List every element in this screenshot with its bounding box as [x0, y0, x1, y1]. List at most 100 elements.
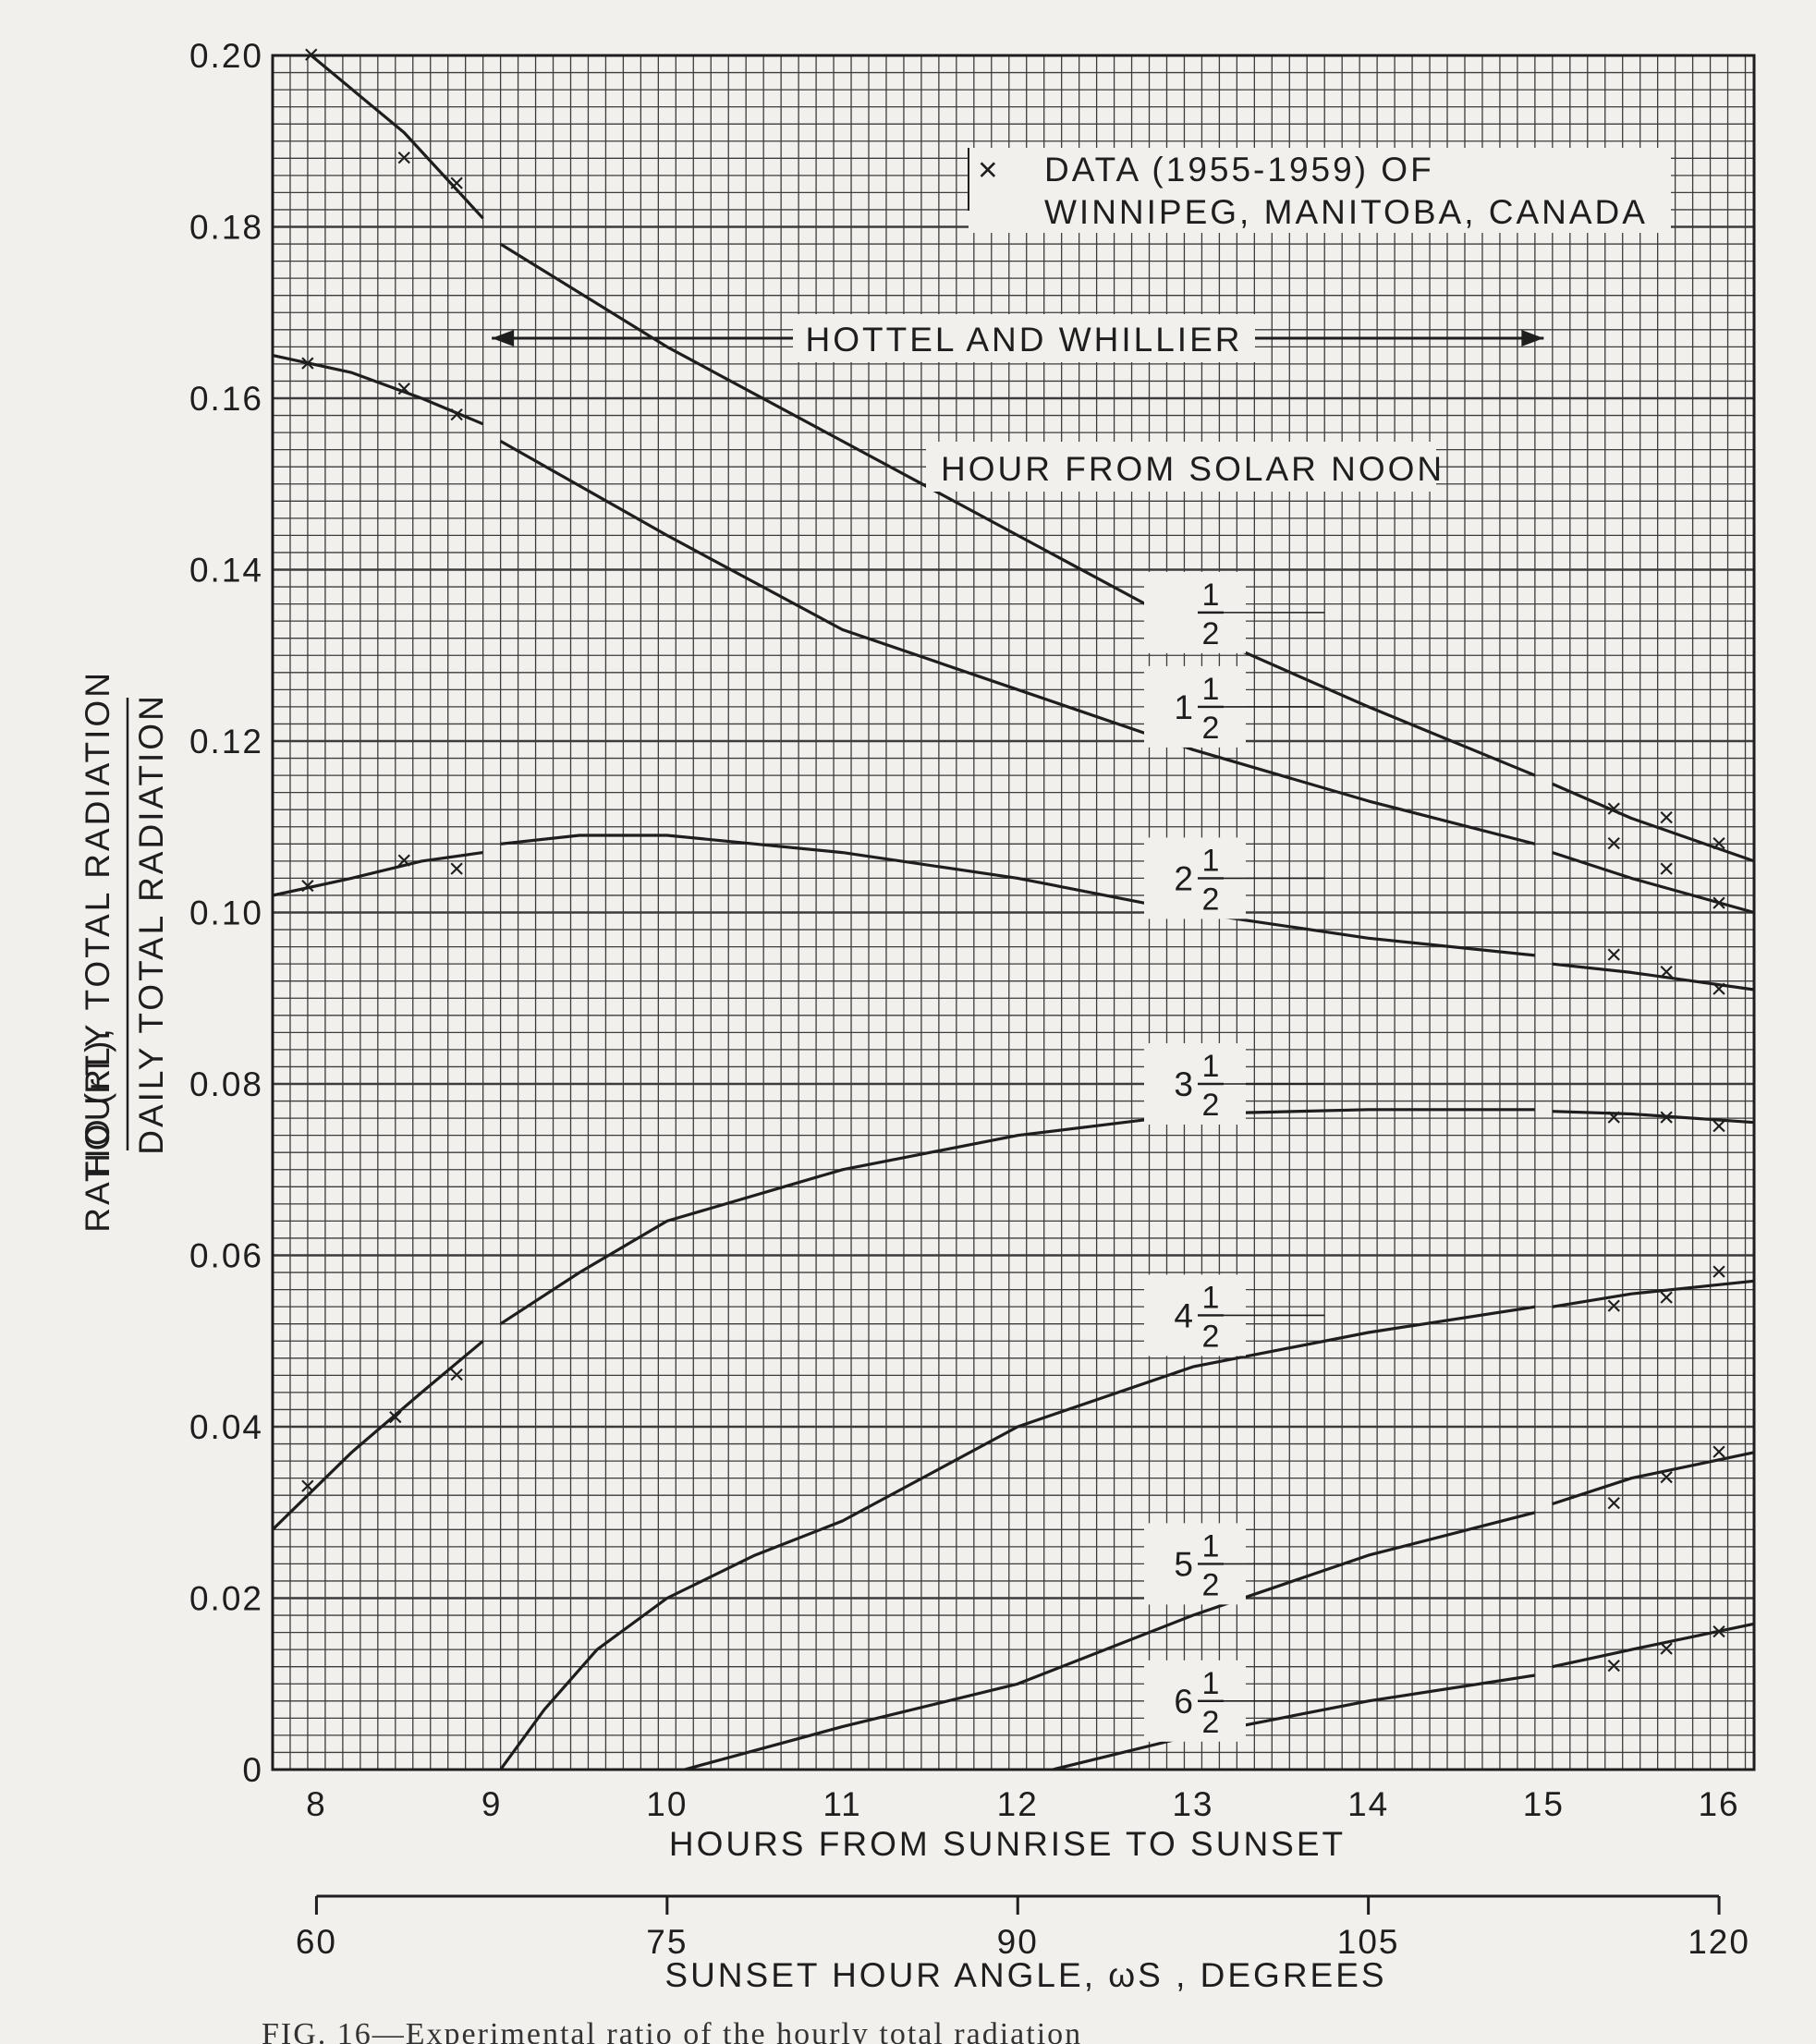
data-point-1-5: ×: [1711, 888, 1727, 919]
y-tick-label: 0.12: [189, 723, 263, 760]
curve-label-whole: 1: [1174, 688, 1196, 726]
data-point-3-1: ×: [387, 1403, 404, 1433]
curve-2-segment-0: [272, 851, 483, 897]
x-tick-label: 13: [1172, 1785, 1213, 1823]
curve-label-denominator: 2: [1202, 616, 1220, 651]
x2-tick-label: 120: [1688, 1923, 1750, 1961]
data-point-6-0: ×: [1605, 1651, 1622, 1682]
data-point-0-4: ×: [1658, 802, 1675, 833]
x-tick-label: 12: [997, 1785, 1039, 1823]
x2-tick-label: 75: [646, 1923, 688, 1961]
curve-label-whole: 2: [1174, 859, 1196, 897]
data-point-2-2: ×: [448, 854, 465, 884]
y-tick-label: 0.14: [189, 552, 263, 590]
y-axis-title: RATIO (rT),: [79, 1026, 116, 1232]
data-point-0-2: ×: [448, 168, 465, 199]
legend-marker: ×: [978, 151, 1001, 189]
y-axis-prefix: RATIO (rT),: [79, 1026, 116, 1232]
legend-line-1: DATA (1955-1959) OF: [1044, 151, 1434, 189]
curve-label-4: 4 1 2: [1144, 1274, 1324, 1357]
data-point-2-4: ×: [1658, 956, 1675, 987]
curve-label-denominator: 2: [1202, 1705, 1220, 1740]
curve-1-segment-2: [1552, 851, 1755, 915]
data-point-5-1: ×: [1658, 1463, 1675, 1493]
curves-title: HOUR FROM SOLAR NOON: [941, 450, 1444, 488]
curve-label-numerator: 1: [1202, 843, 1220, 878]
data-point-0-0: ×: [303, 40, 320, 70]
y-tick-label: 0.02: [189, 1580, 263, 1618]
curves-title-bg: [926, 442, 1436, 492]
curve-5-segment-0: [684, 1511, 1536, 1771]
curve-label-denominator: 2: [1202, 882, 1220, 917]
data-point-2-0: ×: [299, 871, 316, 902]
data-markers: × × × × × × × × × × × × × × × × × × × × × × × × × × × × × × × × ×: [299, 40, 1727, 1682]
curve-labels: 121 122 123 124 125 126 12: [1144, 571, 1324, 1742]
curve-5-segment-1: [1552, 1451, 1755, 1506]
x-tick-label: 11: [823, 1785, 861, 1823]
hottel-arrow-right: [1521, 330, 1544, 347]
data-point-0-3: ×: [1605, 794, 1622, 824]
data-point-4-0: ×: [1605, 1291, 1622, 1321]
curve-6-segment-1: [1552, 1622, 1755, 1669]
curve-label-numerator: 1: [1202, 1049, 1220, 1084]
data-point-2-1: ×: [396, 846, 413, 876]
data-point-2-3: ×: [1605, 940, 1622, 970]
curve-1-segment-0: [272, 354, 484, 426]
data-point-6-1: ×: [1658, 1634, 1675, 1664]
curve-label-2: 2 12: [1144, 837, 1324, 919]
y-tick-label: 0.04: [189, 1408, 263, 1446]
data-point-1-3: ×: [1605, 828, 1622, 858]
data-point-1-1: ×: [396, 374, 413, 405]
x2-tick-label: 60: [296, 1923, 337, 1961]
curve-4-segment-0: [499, 1305, 1536, 1770]
y-axis-denominator: DAILY TOTAL RADIATION: [132, 693, 170, 1155]
curve-label-numerator: 1: [1202, 1280, 1220, 1315]
data-point-3-0: ×: [299, 1471, 316, 1502]
curve-label-numerator: 1: [1202, 1666, 1220, 1701]
tick-labels: 0 0.02 0.04 0.06 0.08 0.10 0.12 0.14 0.16 0.18 0.2…: [189, 37, 1739, 1823]
data-point-4-2: ×: [1711, 1257, 1727, 1287]
curve-label-denominator: 2: [1202, 1567, 1220, 1602]
y-tick-label: 0.08: [189, 1065, 263, 1103]
curve-3-segment-0: [271, 1340, 484, 1531]
y-tick-label: 0: [242, 1751, 263, 1789]
x-axis-title: HOURS FROM SUNRISE TO SUNSET: [669, 1825, 1346, 1863]
data-point-2-5: ×: [1711, 974, 1727, 1004]
y-axis-fraction: HOURLY TOTAL RADIATION DAILY TOTAL RADIA…: [79, 670, 170, 1178]
y-tick-label: 0.18: [189, 209, 263, 247]
curve-0-segment-2: [1552, 782, 1755, 863]
y-tick-label: 0.16: [189, 380, 263, 418]
curve-label-numerator: 1: [1202, 672, 1220, 707]
x-tick-label: 16: [1698, 1785, 1739, 1823]
hottel-label: HOTTEL AND WHILLIER: [806, 321, 1243, 359]
curve-label-3: 3 1 2: [1144, 1043, 1324, 1125]
curve-label-whole: 4: [1174, 1296, 1196, 1334]
curve-6-segment-0: [1052, 1673, 1536, 1771]
legend-box: [969, 148, 1671, 233]
curve-4-segment-1: [1552, 1279, 1755, 1308]
data-point-5-2: ×: [1711, 1437, 1727, 1467]
curve-label-1: 1 12: [1144, 665, 1324, 748]
x-tick-label: 15: [1523, 1785, 1565, 1823]
y-tick-label: 0.10: [189, 894, 263, 932]
x-tick-label: 14: [1347, 1785, 1389, 1823]
curve-label-whole: 6: [1174, 1683, 1196, 1721]
x-tick-label: 8: [306, 1785, 327, 1823]
data-point-3-5: ×: [1711, 1111, 1727, 1141]
curve-label-denominator: 2: [1202, 1319, 1220, 1354]
y-axis-numerator: HOURLY TOTAL RADIATION: [79, 670, 116, 1178]
x2-tick-label: 105: [1337, 1923, 1400, 1961]
grid: [272, 54, 1754, 1771]
y-tick-label: 0.20: [189, 37, 263, 75]
curves: [271, 54, 1755, 1771]
curve-label-whole: 5: [1174, 1545, 1196, 1583]
curve-3-segment-2: [1552, 1110, 1755, 1125]
hottel-arrow-left: [492, 330, 515, 347]
data-point-3-4: ×: [1658, 1102, 1675, 1133]
curve-2-segment-1: [500, 833, 1536, 957]
curve-0-segment-1: [499, 242, 1536, 777]
curve-label-whole: 3: [1174, 1065, 1196, 1103]
data-point-4-1: ×: [1658, 1283, 1675, 1313]
curve-3-segment-1: [499, 1108, 1535, 1326]
curve-1-segment-1: [499, 440, 1536, 846]
